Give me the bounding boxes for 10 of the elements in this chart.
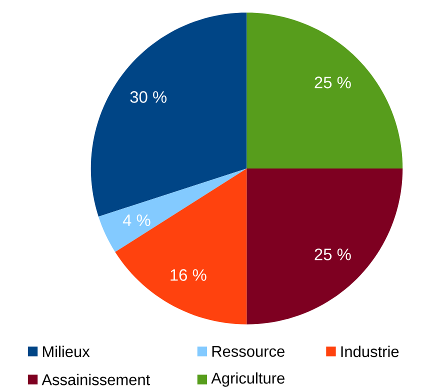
legend-label: Industrie: [341, 346, 399, 358]
data-label: 16 %: [170, 269, 206, 281]
legend-label: Ressource: [212, 346, 284, 357]
legend-label: Agriculture: [211, 372, 284, 387]
legend-label: Assainissement: [42, 374, 150, 386]
legend-label: Milieux: [42, 346, 90, 358]
data-label: 25 %: [314, 248, 351, 260]
data-label: 25 %: [314, 76, 351, 88]
data-label: 30 %: [130, 91, 167, 103]
data-label: 4 %: [122, 214, 150, 226]
